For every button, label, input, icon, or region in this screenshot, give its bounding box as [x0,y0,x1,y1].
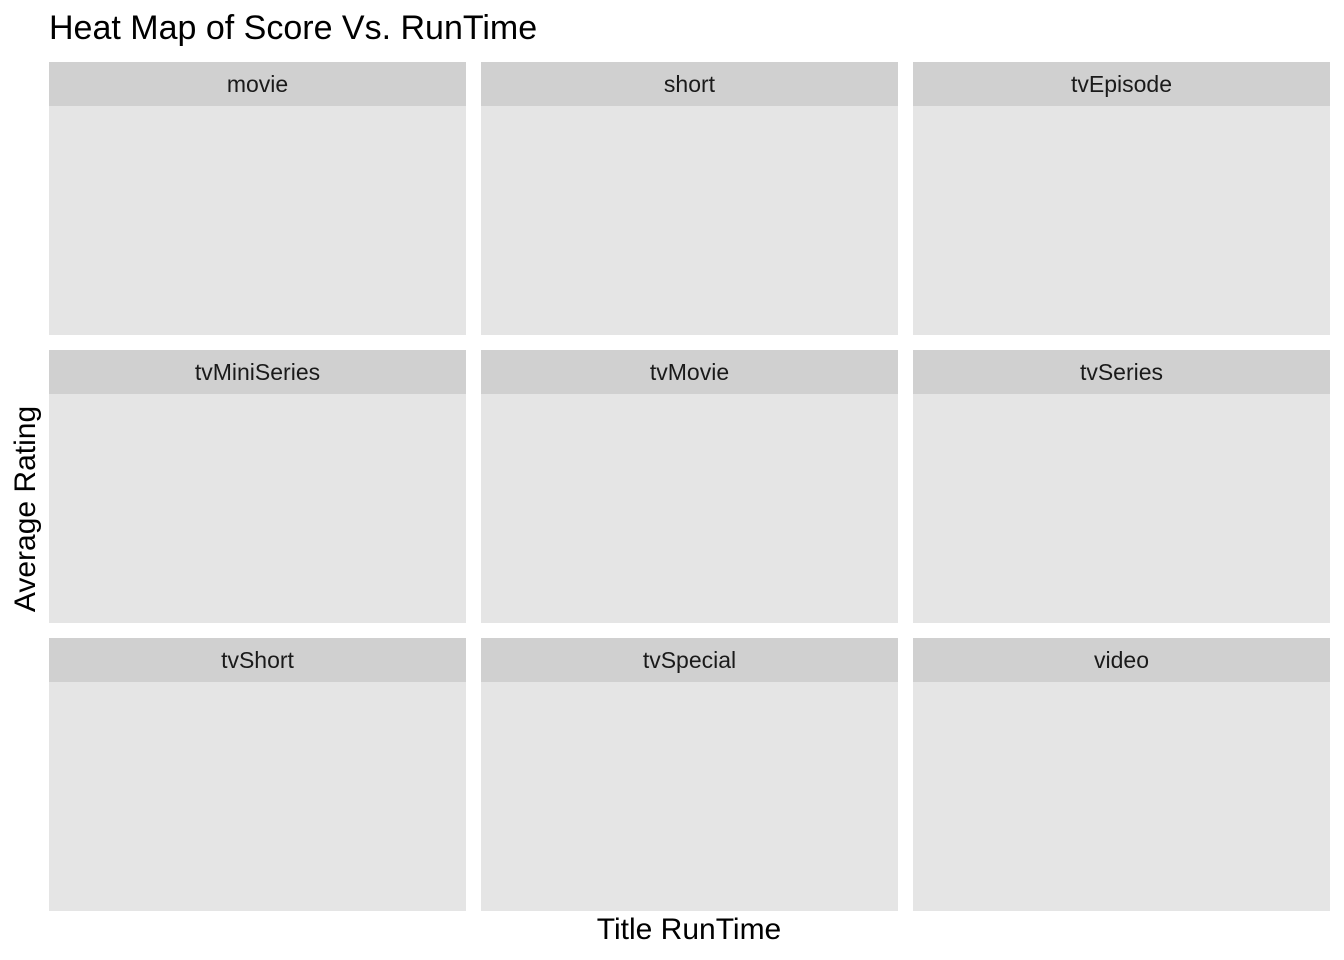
facet-strip-label: short [481,62,898,106]
chart-title: Heat Map of Score Vs. RunTime [49,9,538,47]
facet-panel [481,682,898,911]
facet-panel [49,682,466,911]
facet-tvshort: tvShort [49,638,466,911]
facet-strip-label: tvSeries [913,350,1330,394]
facet-tvminiseries: tvMiniSeries [49,350,466,623]
facet-panel [481,394,898,623]
facet-tvepisode: tvEpisode [913,62,1330,335]
facet-panel [481,106,898,335]
facet-strip-label: tvSpecial [481,638,898,682]
facet-short: short [481,62,898,335]
facet-panel [49,106,466,335]
facet-panel [913,106,1330,335]
facet-panel [913,682,1330,911]
facet-strip-label: movie [49,62,466,106]
facet-strip-label: tvEpisode [913,62,1330,106]
facet-tvseries: tvSeries [913,350,1330,623]
x-axis-label: Title RunTime [596,913,782,946]
facet-tvspecial: tvSpecial [481,638,898,911]
facet-tvmovie: tvMovie [481,350,898,623]
facet-grid: movie short tvEpisode tvMiniSeries tvMov… [49,62,1330,911]
facet-strip-label: video [913,638,1330,682]
facet-panel [49,394,466,623]
facet-strip-label: tvMovie [481,350,898,394]
facet-strip-label: tvShort [49,638,466,682]
facet-video: video [913,638,1330,911]
y-axis-label: Average Rating [9,405,42,613]
facet-movie: movie [49,62,466,335]
facet-panel [913,394,1330,623]
facet-strip-label: tvMiniSeries [49,350,466,394]
